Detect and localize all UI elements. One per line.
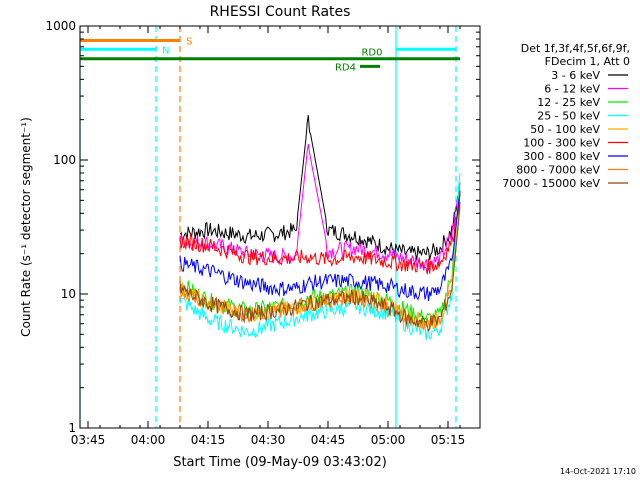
legend-label-3: 25 - 50 keV (537, 110, 600, 123)
series-line-8 (179, 201, 461, 332)
x-tick-label-0: 03:45 (71, 433, 106, 447)
x-axis-ticks: 03:45 04:00 04:15 04:30 04:45 05:00 05:15 (71, 26, 481, 447)
flag-label-rd4: RD4 (335, 62, 356, 73)
timestamp: 14-Oct-2021 17:10 (560, 467, 636, 476)
flag-bars: S N RD0 RD4 (80, 36, 460, 73)
x-tick-label-3: 04:30 (251, 433, 286, 447)
x-tick-label-6: 05:15 (431, 433, 466, 447)
y-tick-label-0: 1 (68, 421, 76, 435)
series-line-6 (179, 194, 461, 302)
series-line-2 (179, 182, 461, 325)
legend-label-2: 12 - 25 keV (537, 96, 600, 109)
chart-title: RHESSI Count Rates (210, 4, 351, 20)
legend-label-4: 50 - 100 keV (530, 123, 600, 136)
flag-label-s: S (186, 36, 192, 47)
x-tick-label-1: 04:00 (131, 433, 166, 447)
x-tick-label-5: 05:00 (371, 433, 406, 447)
legend-label-5: 100 - 300 keV (523, 137, 600, 150)
legend-label-0: 3 - 6 keV (551, 69, 600, 82)
flag-label-rd0: RD0 (361, 48, 382, 59)
flag-label-n: N (162, 45, 169, 56)
legend-label-6: 300 - 800 keV (523, 150, 600, 163)
plot-frame (79, 25, 481, 429)
legend: Det 1f,3f,4f,5f,6f,9f, FDecim 1, Att 0 (521, 42, 630, 68)
series-line-0 (179, 115, 461, 261)
y-axis-ticks: 1 10 100 1000 (45, 19, 480, 435)
series-lines (179, 115, 461, 341)
legend-label-1: 6 - 12 keV (544, 83, 600, 96)
legend-title-line-2: FDecim 1, Att 0 (545, 55, 630, 68)
x-tick-label-2: 04:15 (191, 433, 226, 447)
series-line-5 (179, 190, 461, 275)
x-axis-label: Start Time (09-May-09 03:43:02) (173, 455, 387, 470)
legend-label-7: 800 - 7000 keV (516, 164, 600, 177)
y-tick-label-1: 10 (61, 287, 76, 301)
legend-title-line-1: Det 1f,3f,4f,5f,6f,9f, (521, 42, 630, 55)
y-axis-label: Count Rate (s⁻¹ detector segment⁻¹) (19, 117, 33, 337)
y-tick-label-3: 1000 (45, 19, 76, 33)
y-tick-label-2: 100 (53, 153, 76, 167)
legend-label-8: 7000 - 15000 keV (502, 177, 600, 190)
x-tick-label-4: 04:45 (311, 433, 346, 447)
